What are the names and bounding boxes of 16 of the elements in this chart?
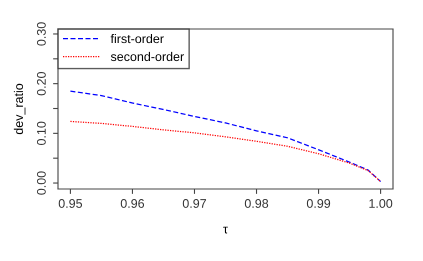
line-series [70, 90, 382, 182]
y-tick-label: 0.10 [36, 122, 46, 146]
y-tick-label: 0.00 [36, 171, 46, 195]
y-tick-label: 0.30 [36, 22, 46, 46]
line-series [70, 120, 382, 182]
x-tick-label: 0.95 [58, 199, 82, 208]
x-tick-label: 1.00 [369, 199, 392, 208]
x-tick-label: 0.97 [182, 199, 206, 208]
x-tick-label: 0.98 [244, 199, 268, 208]
x-axis-title: τ [223, 226, 228, 234]
legend-label: second-order [110, 52, 184, 62]
y-axis-title: dev_ratio [14, 84, 26, 134]
y-tick-label: 0.20 [36, 72, 46, 96]
x-tick-label: 0.96 [120, 199, 144, 208]
legend-label: first-order [110, 34, 164, 44]
x-tick-label: 0.99 [306, 199, 330, 208]
